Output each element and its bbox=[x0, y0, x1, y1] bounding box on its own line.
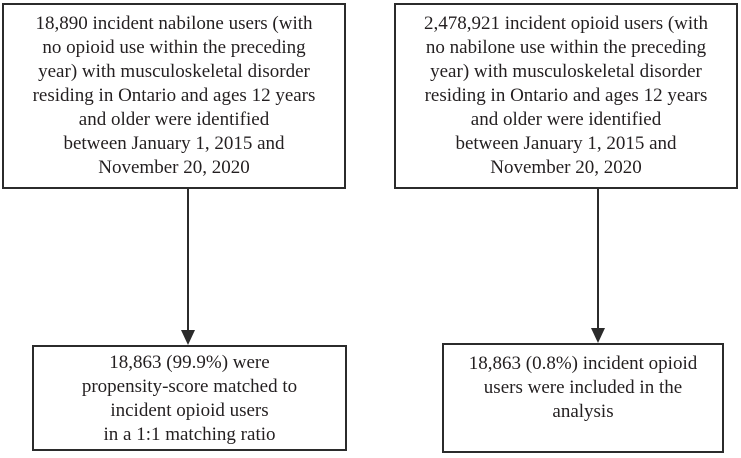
box-text-line: November 20, 2020 bbox=[98, 157, 250, 178]
box-text-line: incident opioid users bbox=[110, 400, 269, 421]
down-arrow-right-shaft bbox=[597, 189, 599, 329]
box-text-line: 2,478,921 incident opioid users (with bbox=[424, 13, 708, 34]
down-arrow-left-shaft bbox=[187, 189, 189, 331]
box-text-line: no opioid use within the preceding bbox=[42, 37, 306, 58]
box-text-line: November 20, 2020 bbox=[490, 157, 642, 178]
box-text-line: propensity-score matched to bbox=[81, 376, 298, 397]
box-text-line: in a 1:1 matching ratio bbox=[103, 424, 276, 445]
box-text-line: no nabilone use within the preceding bbox=[425, 37, 707, 58]
box-included-opioid: 18,863 (0.8%) incident opioid users were… bbox=[442, 343, 724, 453]
box-text-line: between January 1, 2015 and bbox=[63, 133, 285, 154]
box-text-line: 18,863 (0.8%) incident opioid bbox=[468, 353, 698, 374]
box-opioid-cohort: 2,478,921 incident opioid users (with no… bbox=[394, 3, 738, 189]
box-text-line: and older were identified bbox=[470, 109, 662, 130]
box-text-line: and older were identified bbox=[78, 109, 270, 130]
box-text-line: 18,863 (99.9%) were bbox=[109, 352, 270, 373]
box-text-line: year) with musculoskeletal disorder bbox=[430, 61, 702, 82]
down-arrow-left-head-icon bbox=[181, 330, 195, 345]
box-text-line: residing in Ontario and ages 12 years bbox=[32, 85, 316, 106]
box-text-line: users were included in the bbox=[483, 377, 683, 398]
box-text-line: year) with musculoskeletal disorder bbox=[38, 61, 310, 82]
box-matched-nabilone: 18,863 (99.9%) were propensity-score mat… bbox=[32, 345, 347, 451]
box-text-line: 18,890 incident nabilone users (with bbox=[35, 13, 313, 34]
box-text-line: residing in Ontario and ages 12 years bbox=[424, 85, 708, 106]
box-text-line: analysis bbox=[552, 401, 614, 422]
box-nabilone-cohort: 18,890 incident nabilone users (with no … bbox=[2, 3, 346, 189]
down-arrow-right-head-icon bbox=[591, 328, 605, 343]
box-text-line: between January 1, 2015 and bbox=[455, 133, 677, 154]
